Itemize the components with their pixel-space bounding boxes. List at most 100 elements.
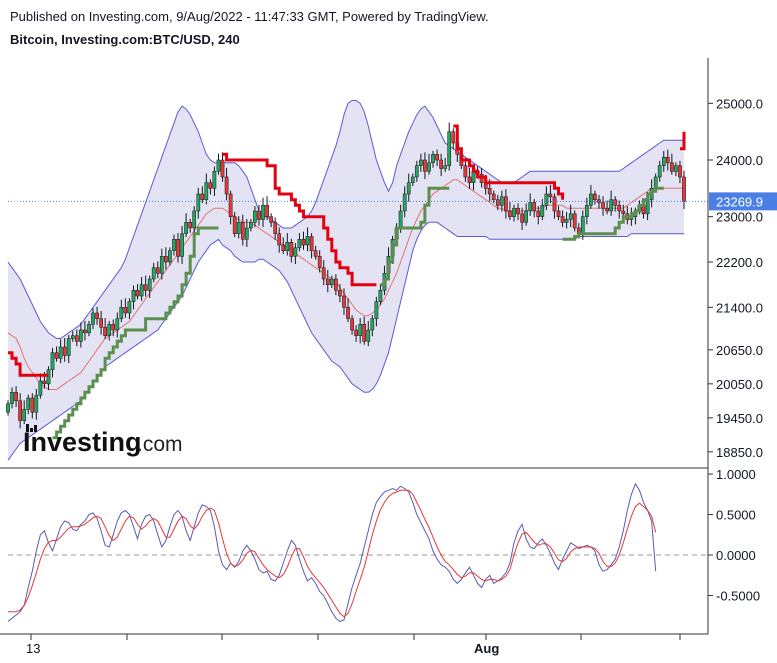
- candle: [609, 190, 613, 216]
- candle-body: [257, 210, 261, 220]
- candle: [151, 262, 156, 283]
- candle: [70, 330, 75, 342]
- candle-body: [378, 290, 383, 302]
- candle: [491, 190, 496, 204]
- candle: [443, 158, 448, 172]
- candle-body: [87, 324, 91, 334]
- candle-body: [516, 207, 520, 215]
- candle: [236, 216, 241, 239]
- candle-body: [70, 335, 75, 339]
- candle: [224, 167, 229, 201]
- candle-body: [212, 171, 217, 189]
- oscillator-line: [7, 482, 657, 623]
- bollinger-band-fill: [8, 100, 684, 461]
- price-tick-label: 23000.0: [716, 210, 763, 225]
- candle-body: [79, 329, 83, 342]
- candle-body: [524, 210, 528, 223]
- candle-body: [220, 159, 225, 178]
- candle-body: [269, 216, 273, 223]
- candle: [661, 150, 666, 172]
- candle-body: [463, 165, 468, 178]
- price-tick-label: 19450.0: [716, 411, 763, 426]
- candle: [192, 206, 197, 235]
- last-price-label: 23269.9: [716, 194, 763, 209]
- candle-body: [265, 205, 269, 217]
- candle-body: [678, 165, 682, 178]
- basis-line: [7, 179, 684, 390]
- candle-body: [34, 394, 39, 413]
- logo-brand: Investing: [23, 427, 142, 457]
- candle: [293, 243, 298, 264]
- candle: [374, 296, 379, 327]
- candle: [605, 200, 609, 215]
- candle-body: [184, 222, 188, 234]
- candle: [508, 201, 512, 221]
- candle-body: [447, 131, 452, 166]
- candle-body: [520, 213, 524, 223]
- candle-body: [414, 165, 419, 178]
- candle-body: [398, 210, 403, 229]
- candle-body: [285, 241, 290, 251]
- candle-body: [66, 338, 71, 356]
- candle-body: [236, 222, 241, 234]
- candle: [139, 277, 144, 301]
- candle: [261, 197, 265, 228]
- candle-body: [293, 247, 298, 257]
- candle-body: [682, 176, 686, 202]
- candle: [674, 162, 678, 177]
- candle: [66, 335, 71, 364]
- candle-body: [593, 193, 597, 200]
- candle: [14, 386, 18, 408]
- candle-body: [661, 156, 666, 166]
- candle-body: [22, 409, 27, 421]
- candle-body: [305, 236, 310, 246]
- candle: [528, 193, 533, 216]
- candle-body: [74, 335, 79, 342]
- candle: [593, 190, 597, 205]
- candle-body: [200, 193, 205, 200]
- candle-body: [127, 301, 132, 314]
- candle-body: [504, 196, 508, 212]
- candle: [34, 388, 39, 420]
- candle: [83, 320, 87, 341]
- candle: [103, 318, 107, 340]
- osc-tick-label: 0.0000: [716, 548, 756, 563]
- candle-body: [572, 213, 577, 229]
- candle-body: [188, 222, 193, 229]
- candle: [536, 206, 541, 225]
- instrument-title: Bitcoin, Investing.com:BTC/USD, 240: [10, 32, 240, 47]
- candle-body: [512, 207, 516, 217]
- candle-body: [297, 239, 302, 249]
- candle: [58, 339, 63, 364]
- candle: [317, 250, 322, 273]
- candle: [435, 149, 439, 167]
- candle-body: [261, 205, 265, 220]
- candle: [281, 237, 286, 255]
- candle: [240, 214, 245, 246]
- candle: [184, 213, 188, 238]
- candle: [111, 319, 116, 337]
- candle-body: [605, 207, 609, 212]
- price-pane: 23269.9: [6, 100, 777, 461]
- candle: [232, 211, 237, 238]
- candle: [406, 173, 411, 202]
- candle: [419, 153, 423, 172]
- osc-tick-label: 0.5000: [716, 508, 756, 523]
- candle-body: [83, 329, 87, 334]
- stop-lower-line: [52, 186, 664, 440]
- candle-body: [159, 256, 164, 274]
- candle: [99, 311, 103, 335]
- candle: [18, 393, 22, 429]
- candle: [228, 190, 233, 225]
- price-tick-label: 18850.0: [716, 445, 763, 460]
- candle: [467, 167, 472, 189]
- candle: [451, 128, 456, 150]
- candle-body: [107, 324, 112, 336]
- candle: [301, 231, 306, 250]
- candle-body: [196, 193, 201, 212]
- candle-body: [168, 250, 172, 263]
- candle: [216, 153, 221, 175]
- candle-body: [540, 205, 545, 217]
- osc-tick-label: 1.0000: [716, 467, 756, 482]
